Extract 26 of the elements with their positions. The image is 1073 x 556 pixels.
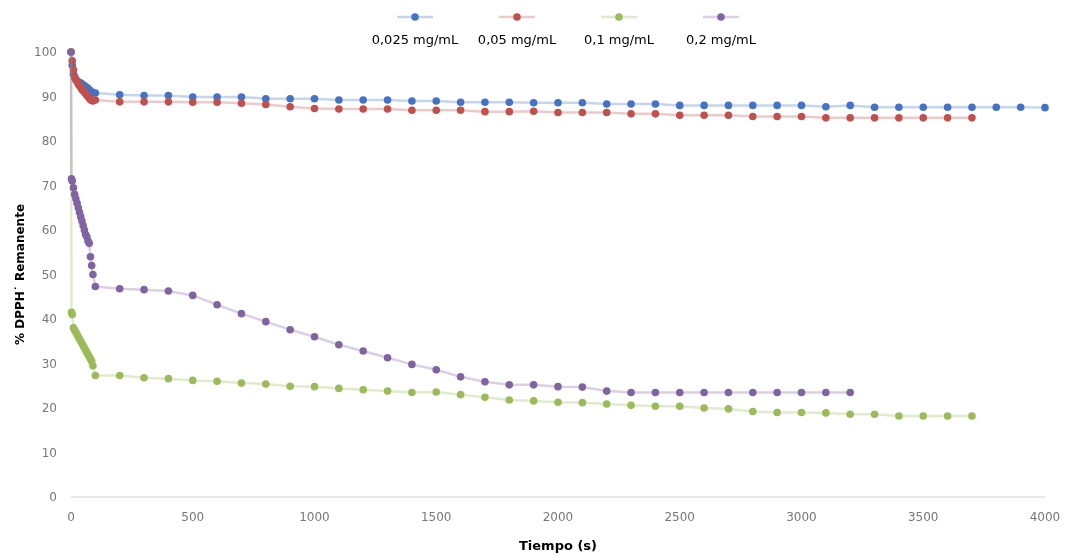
x-tick-label: 500: [181, 510, 205, 524]
y-tick-label: 50: [41, 267, 57, 282]
y-tick-label: 60: [41, 223, 57, 237]
x-tick-label: 2500: [664, 510, 696, 524]
legend-label: 0,05 mg/mL: [477, 32, 557, 47]
y-tick-label: 10: [41, 445, 57, 460]
legend-label: 0,1 mg/mL: [583, 32, 655, 47]
x-tick-label: 0: [67, 510, 75, 524]
x-tick-label: 4000: [1029, 510, 1061, 524]
y-tick-label: 100: [34, 45, 57, 59]
y-tick-label: 80: [41, 134, 57, 148]
x-tick-label: 3500: [907, 510, 939, 524]
y-tick-label: 40: [41, 312, 57, 326]
y-tick-label: 90: [41, 89, 57, 104]
y-tick-label: 20: [41, 401, 57, 415]
x-tick-label: 1500: [420, 510, 452, 524]
x-tick-label: 3000: [786, 510, 817, 524]
legend-label: 0,2 mg/mL: [685, 32, 757, 47]
y-tick-label: 30: [41, 356, 57, 371]
y-tick-label: 0: [49, 490, 57, 504]
legend-label: 0,025 mg/mL: [371, 32, 460, 47]
y-tick-label: 70: [41, 178, 57, 193]
x-tick-label: 1000: [299, 510, 330, 524]
x-axis-title: Tiempo (s): [518, 538, 598, 553]
y-axis-title: % DPPH˙ Remanente: [13, 203, 27, 346]
x-tick-label: 2000: [542, 510, 574, 524]
